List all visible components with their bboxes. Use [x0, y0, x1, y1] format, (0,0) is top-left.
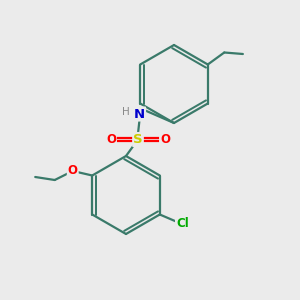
Text: O: O: [106, 133, 116, 146]
Text: H: H: [122, 106, 130, 117]
Text: O: O: [160, 133, 170, 146]
Text: Cl: Cl: [176, 217, 189, 230]
Text: N: N: [134, 107, 145, 121]
Text: S: S: [133, 133, 143, 146]
Text: O: O: [68, 164, 78, 178]
